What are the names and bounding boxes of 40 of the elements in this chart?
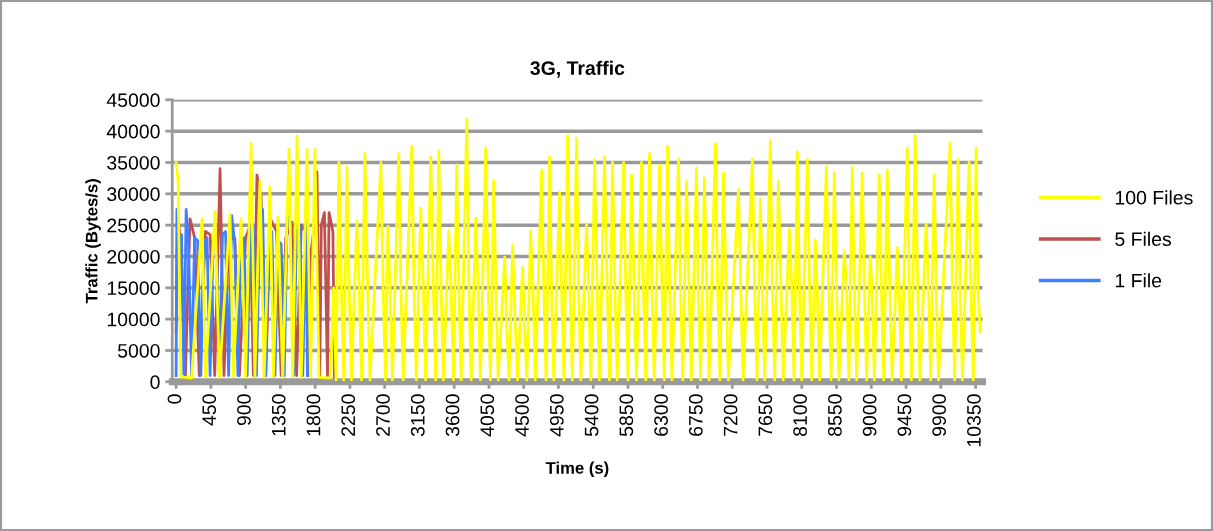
x-tick-label: 4950 <box>549 394 564 437</box>
x-tick-label: 7200 <box>723 394 738 436</box>
x-tick-label: 900 <box>237 394 251 426</box>
x-tick-label: 7650 <box>758 394 773 436</box>
x-tick-label: 1350 <box>271 394 286 436</box>
x-tick-label: 9900 <box>932 394 947 436</box>
y-tick-label: 30000 <box>107 187 160 202</box>
y-tick-label: 0 <box>150 375 160 390</box>
x-tick-label: 9000 <box>862 394 877 436</box>
y-tick-label: 10000 <box>107 312 160 327</box>
x-tick-label: 4500 <box>515 394 529 437</box>
chart-title: 3G, Traffic <box>530 60 625 78</box>
y-tick-label: 20000 <box>107 249 160 264</box>
x-tick-label: 4050 <box>480 394 495 437</box>
x-tick-label: 450 <box>202 394 217 426</box>
x-tick-label: 1800 <box>306 394 321 436</box>
legend-label: 100 Files <box>1115 190 1193 205</box>
x-tick-label: 8100 <box>793 394 807 436</box>
x-tick-label: 10350 <box>967 394 981 447</box>
y-tick-label: 15000 <box>107 281 160 296</box>
y-tick-label: 40000 <box>106 124 160 139</box>
x-tick-label: 3150 <box>410 394 425 437</box>
x-tick-label: 5400 <box>584 394 599 437</box>
x-tick-label: 6300 <box>654 394 668 436</box>
y-axis-title: Traffic (Bytes/s) <box>85 179 101 304</box>
x-tick-label: 2700 <box>376 394 390 436</box>
legend-label: 1 File <box>1115 273 1162 288</box>
x-tick-label: 0 <box>167 394 182 404</box>
x-tick-label: 3600 <box>445 394 460 437</box>
y-tick-label: 5000 <box>117 343 160 358</box>
x-axis-title: Time (s) <box>545 461 609 478</box>
legend-label: 5 Files <box>1115 231 1171 247</box>
y-tick-label: 45000 <box>106 93 160 108</box>
y-tick-label: 25000 <box>107 218 160 233</box>
x-tick-label: 2250 <box>341 394 356 436</box>
x-tick-label: 6750 <box>688 394 703 436</box>
x-tick-label: 5850 <box>619 394 634 437</box>
x-tick-label: 8550 <box>827 394 842 436</box>
x-tick-label: 9450 <box>897 394 912 436</box>
y-tick-label: 35000 <box>107 155 160 170</box>
